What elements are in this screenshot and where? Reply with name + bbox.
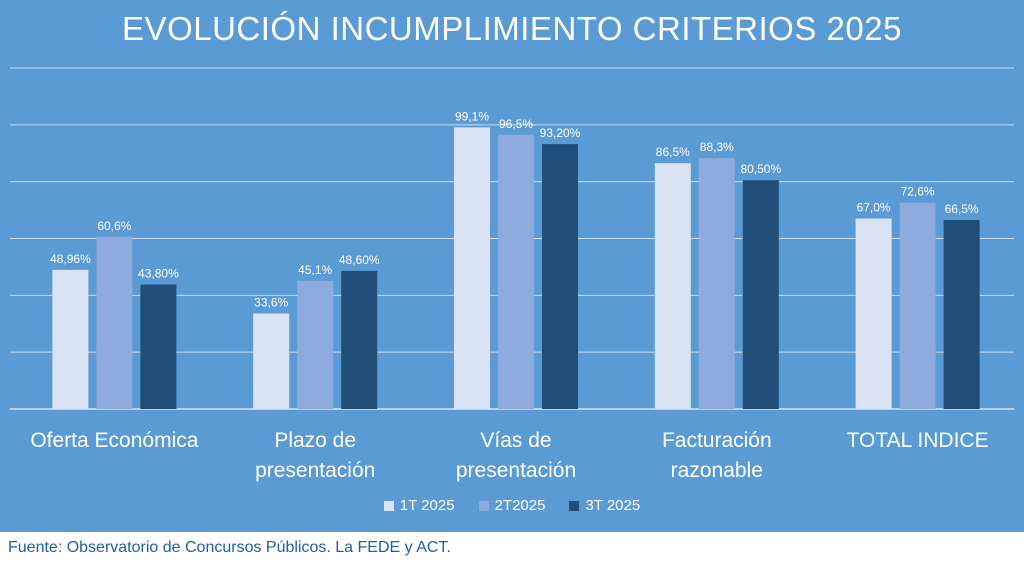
category-label: Plazo de presentación xyxy=(255,429,376,482)
data-label: 93,20% xyxy=(540,126,581,140)
data-label: 60,6% xyxy=(97,219,131,233)
bar xyxy=(52,269,89,409)
data-label: 80,50% xyxy=(740,162,781,176)
bar xyxy=(855,218,892,409)
bar xyxy=(297,280,334,409)
bar xyxy=(899,202,936,409)
data-label: 88,3% xyxy=(700,140,734,154)
bar xyxy=(140,284,177,409)
data-label: 48,96% xyxy=(50,252,91,266)
bar xyxy=(742,180,779,409)
legend-swatch xyxy=(383,500,394,511)
bar xyxy=(253,313,290,409)
data-label: 66,5% xyxy=(945,202,979,216)
chart-title: EVOLUCIÓN INCUMPLIMIENTO CRITERIOS 2025 xyxy=(122,10,902,47)
legend-label: 3T 2025 xyxy=(585,497,641,514)
bar xyxy=(698,158,735,409)
data-label: 43,80% xyxy=(138,267,179,281)
data-label: 99,1% xyxy=(455,109,489,123)
data-label: 45,1% xyxy=(298,263,332,277)
data-label: 33,6% xyxy=(254,296,288,310)
category-label: TOTAL INDICE xyxy=(846,429,989,452)
legend-swatch xyxy=(569,500,580,511)
bar xyxy=(498,134,534,409)
bar xyxy=(542,144,578,409)
legend-item: 3T 2025 xyxy=(569,497,640,514)
chart-plot: 48,96% 60,6% 43,80% 33,6% 45,1% 48,60% 99,1% 96… xyxy=(10,67,1014,410)
data-label: 72,6% xyxy=(901,185,935,199)
bar xyxy=(454,127,490,409)
legend-swatch xyxy=(478,500,489,511)
data-label: 67,0% xyxy=(857,201,891,215)
source-note: Fuente: Observatorio de Concursos Públic… xyxy=(8,539,451,556)
bar xyxy=(654,163,691,409)
legend-label: 2T2025 xyxy=(494,497,546,514)
bar xyxy=(943,220,980,409)
category-label: Oferta Económica xyxy=(30,429,199,452)
data-label: 48,60% xyxy=(339,253,380,267)
category-label: Facturación razonable xyxy=(661,429,772,482)
data-label: 86,5% xyxy=(656,145,690,159)
legend-label: 1T 2025 xyxy=(399,497,455,514)
data-label: 96,5% xyxy=(499,117,533,131)
legend: 1T 2025 2T2025 3T 2025 xyxy=(0,497,1024,514)
legend-item: 1T 2025 xyxy=(383,497,455,514)
chart-panel: EVOLUCIÓN INCUMPLIMIENTO CRITERIOS 2025 … xyxy=(0,0,1024,532)
bar xyxy=(96,236,133,409)
bar xyxy=(341,270,378,409)
legend-item: 2T2025 xyxy=(478,497,546,514)
category-label: Vías de presentación xyxy=(455,429,577,482)
